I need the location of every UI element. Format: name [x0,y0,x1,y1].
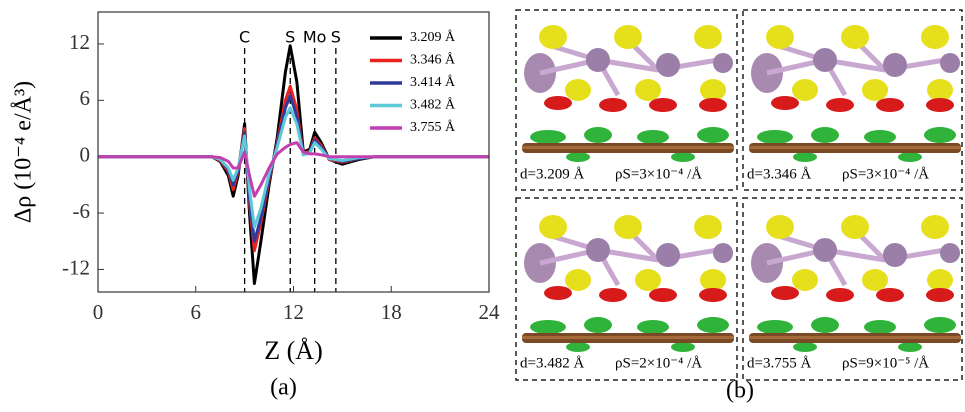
y-tick-label: 6 [80,86,91,110]
reference-label: Mo [303,28,327,47]
y-tick-label: 0 [80,143,91,167]
reference-label: C [239,28,250,47]
caption-d: d=3.346 Å [747,166,811,182]
panel-label: (b) [726,378,754,404]
y-tick-label: -6 [73,199,91,223]
x-tick-label: 6 [191,300,202,324]
caption-d: d=3.755 Å [747,355,811,371]
caption-rho: ρS=3×10⁻⁴ /Å [842,166,929,182]
x-tick-label: 0 [93,300,104,324]
caption-d: d=3.482 Å [520,355,584,371]
x-axis-label: Z (Å) [264,336,322,365]
caption-rho: ρS=9×10⁻⁵ /Å [842,355,929,371]
x-tick-label: 18 [381,300,402,324]
legend-label: 3.755 Å [410,119,456,135]
legend-label: 3.414 Å [410,74,456,90]
reference-label: S [285,28,295,47]
caption-bg [518,352,734,376]
legend-label: 3.346 Å [410,52,456,68]
y-tick-label: -12 [62,255,90,279]
caption-rho: ρS=3×10⁻⁴ /Å [615,166,702,182]
data-line [98,106,489,229]
reference-label: S [331,28,341,47]
legend-label: 3.209 Å [410,29,456,45]
x-tick-label: 12 [283,300,304,324]
panel-label: (a) [270,375,297,401]
y-tick-label: 12 [69,30,90,54]
caption-bg [745,352,961,376]
caption-rho: ρS=2×10⁻⁴ /Å [615,355,702,371]
data-line [98,141,489,198]
plot-frame [97,11,490,293]
legend-label: 3.482 Å [410,97,456,113]
y-axis-label: Δρ (10⁻⁴ e/Å³) [11,81,37,223]
caption-bg [518,163,734,187]
caption-bg [745,163,961,187]
x-tick-label: 24 [479,300,501,324]
caption-d: d=3.209 Å [520,166,584,182]
